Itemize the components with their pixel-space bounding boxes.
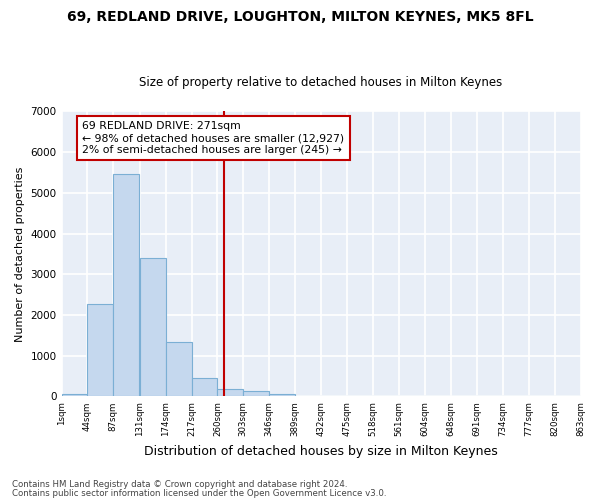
Bar [217, 390, 244, 396]
Bar [191, 378, 217, 396]
Text: Contains public sector information licensed under the Open Government Licence v3: Contains public sector information licen… [12, 489, 386, 498]
Title: Size of property relative to detached houses in Milton Keynes: Size of property relative to detached ho… [139, 76, 503, 90]
Bar [113, 174, 139, 396]
Text: 69, REDLAND DRIVE, LOUGHTON, MILTON KEYNES, MK5 8FL: 69, REDLAND DRIVE, LOUGHTON, MILTON KEYN… [67, 10, 533, 24]
Text: 69 REDLAND DRIVE: 271sqm
← 98% of detached houses are smaller (12,927)
2% of sem: 69 REDLAND DRIVE: 271sqm ← 98% of detach… [82, 122, 344, 154]
Text: Contains HM Land Registry data © Crown copyright and database right 2024.: Contains HM Land Registry data © Crown c… [12, 480, 347, 489]
Bar [62, 394, 88, 396]
Bar [140, 258, 166, 396]
Bar [88, 304, 113, 396]
Bar [166, 342, 191, 396]
Y-axis label: Number of detached properties: Number of detached properties [15, 166, 25, 342]
Bar [269, 394, 295, 396]
X-axis label: Distribution of detached houses by size in Milton Keynes: Distribution of detached houses by size … [144, 444, 498, 458]
Bar [244, 391, 269, 396]
